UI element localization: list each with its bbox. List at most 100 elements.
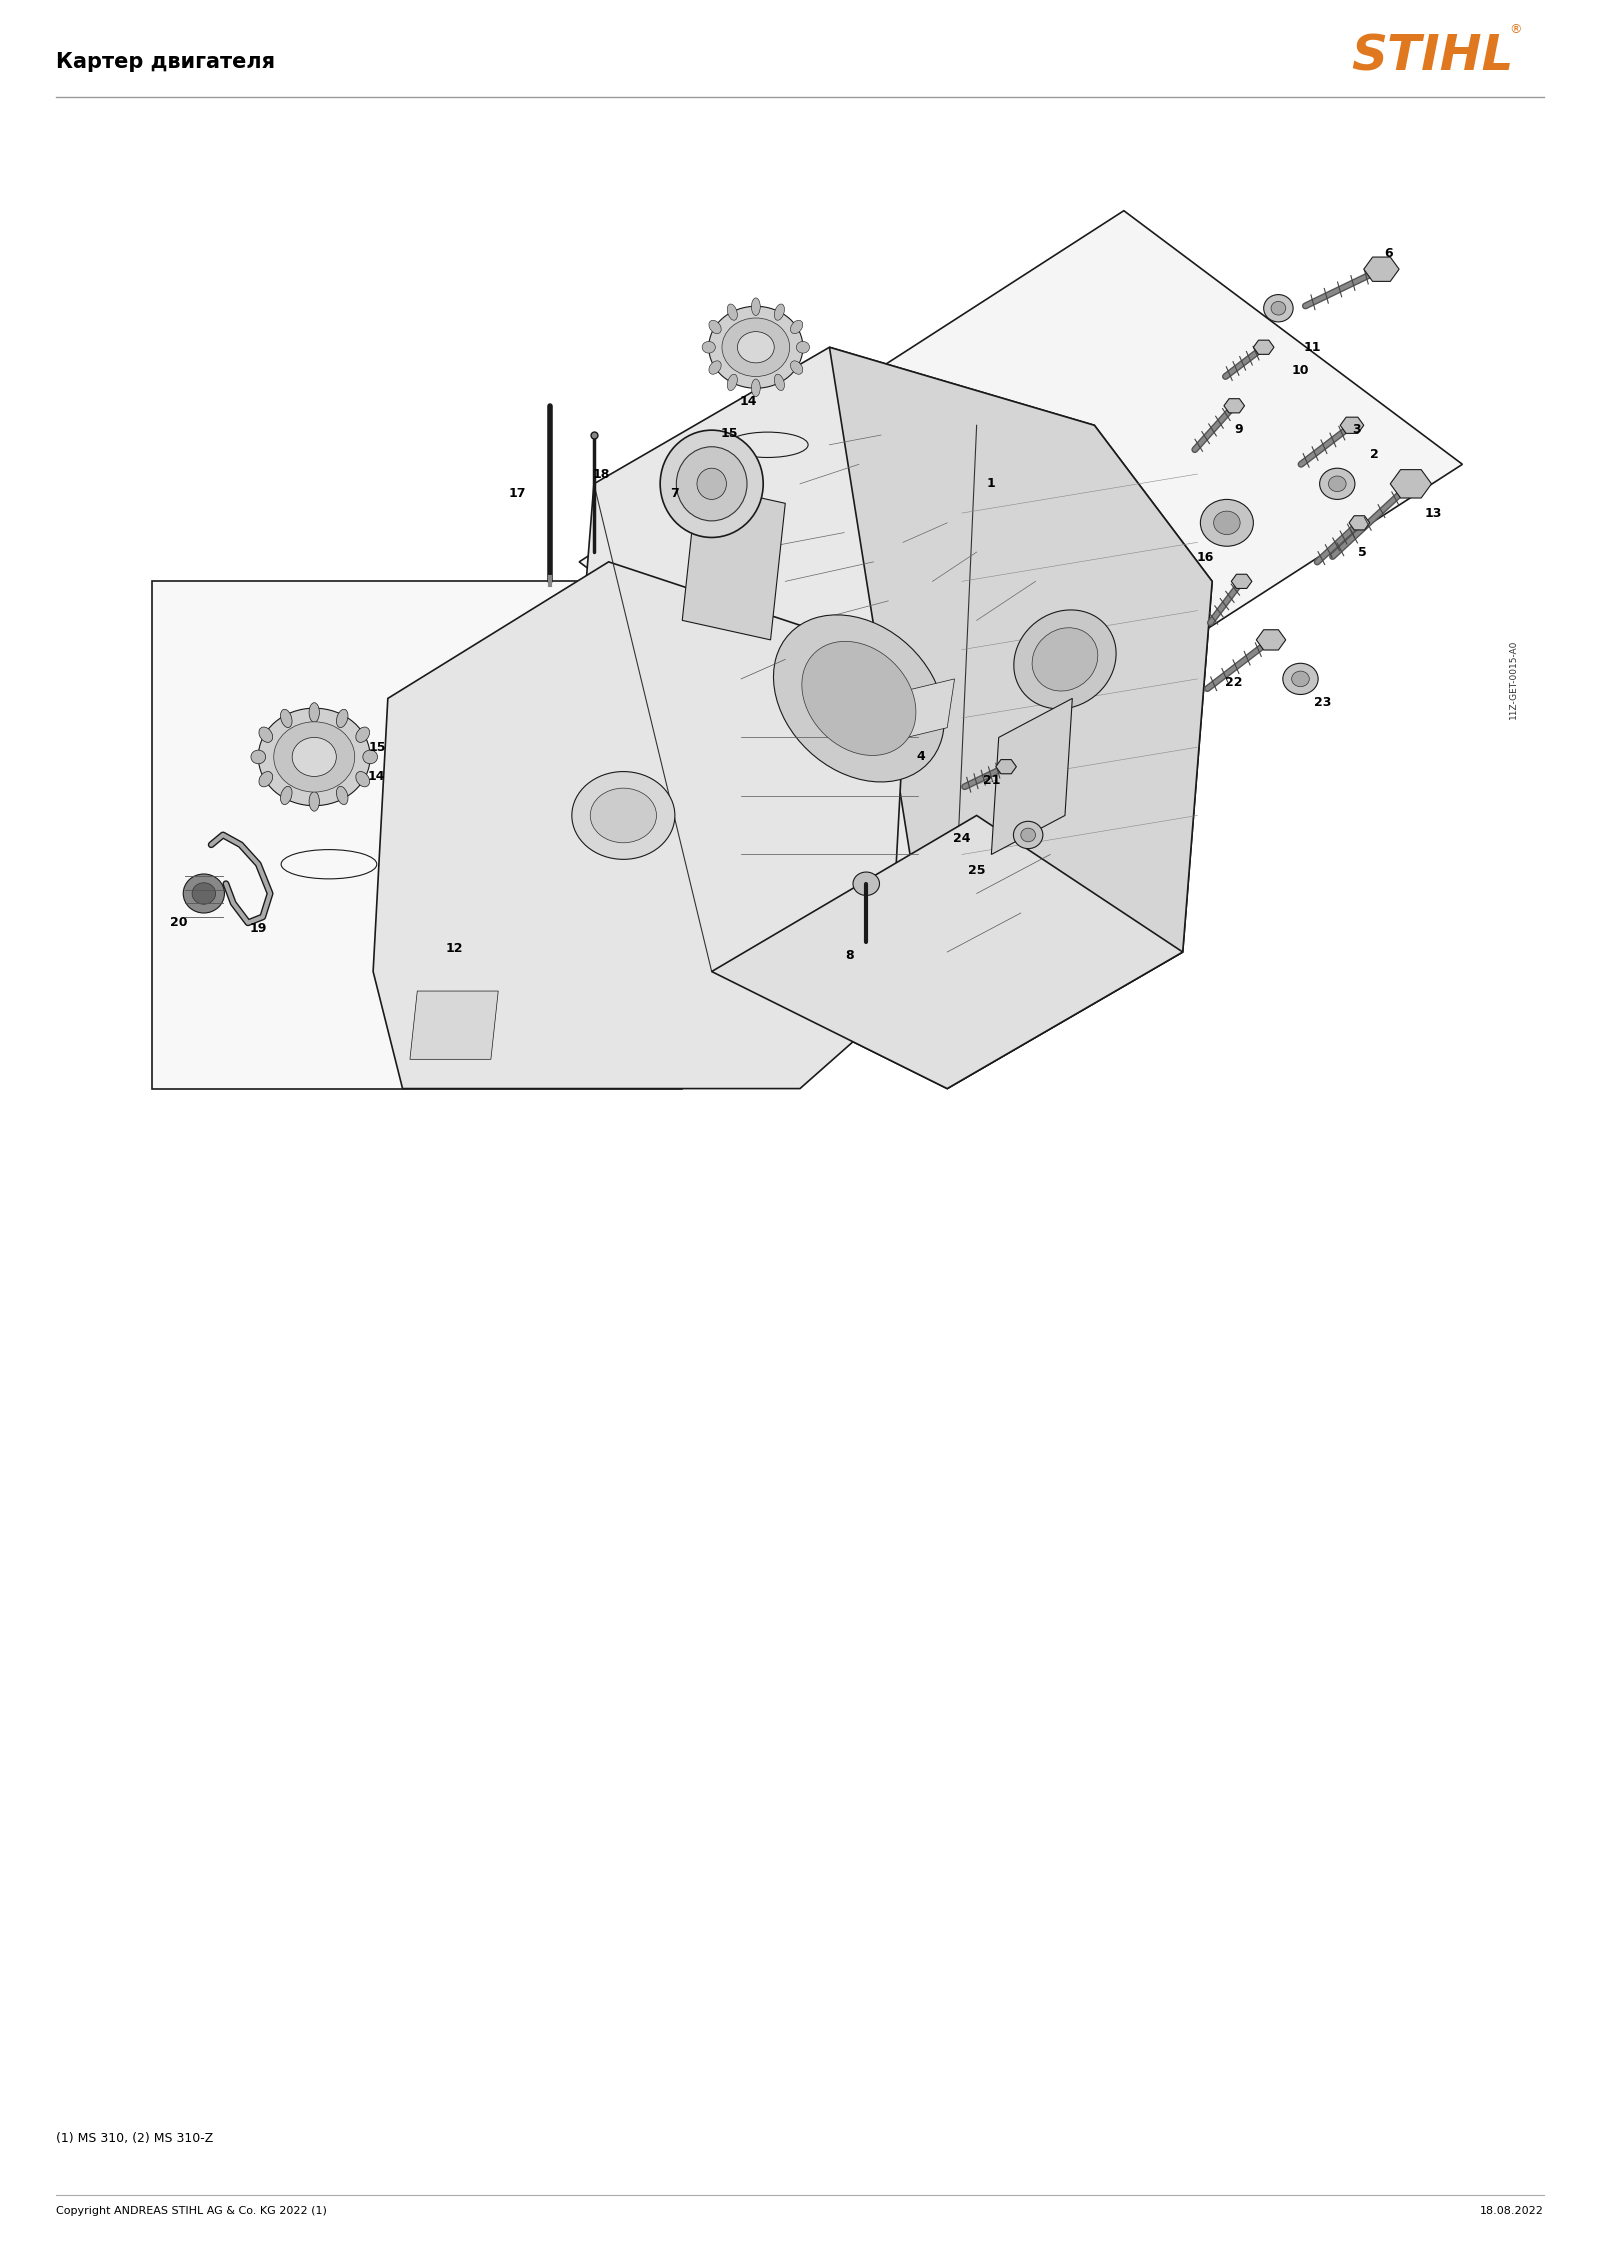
- Text: 20: 20: [170, 917, 187, 930]
- Ellipse shape: [1200, 500, 1253, 545]
- Ellipse shape: [677, 446, 747, 520]
- Ellipse shape: [309, 792, 320, 810]
- Text: 22: 22: [1226, 677, 1243, 690]
- Text: STIHL: STIHL: [1350, 32, 1514, 81]
- Text: 2: 2: [1370, 448, 1379, 462]
- Polygon shape: [829, 346, 1213, 1089]
- Ellipse shape: [752, 378, 760, 396]
- Ellipse shape: [1013, 821, 1043, 849]
- Ellipse shape: [661, 430, 763, 536]
- Ellipse shape: [1283, 663, 1318, 695]
- Ellipse shape: [1328, 475, 1346, 491]
- Ellipse shape: [728, 303, 738, 321]
- Ellipse shape: [259, 772, 272, 788]
- Text: 5: 5: [1358, 545, 1366, 559]
- Polygon shape: [1256, 629, 1286, 649]
- Text: 14: 14: [368, 769, 386, 783]
- Ellipse shape: [738, 333, 774, 362]
- Ellipse shape: [280, 785, 293, 806]
- Polygon shape: [712, 815, 1182, 1089]
- Ellipse shape: [363, 749, 378, 763]
- Text: 24: 24: [954, 833, 971, 846]
- Ellipse shape: [1264, 294, 1293, 321]
- Ellipse shape: [709, 306, 803, 389]
- Text: 4: 4: [917, 751, 925, 763]
- Ellipse shape: [709, 321, 722, 333]
- Text: 16: 16: [1197, 552, 1213, 563]
- Ellipse shape: [192, 883, 216, 905]
- Ellipse shape: [790, 360, 803, 373]
- Ellipse shape: [774, 303, 784, 321]
- Text: 10: 10: [1291, 364, 1309, 378]
- Ellipse shape: [702, 342, 715, 353]
- Text: ®: ®: [1509, 23, 1522, 36]
- Polygon shape: [866, 679, 955, 747]
- Polygon shape: [682, 484, 786, 640]
- Ellipse shape: [280, 708, 293, 726]
- Polygon shape: [579, 210, 1462, 815]
- Polygon shape: [373, 561, 902, 1089]
- Text: 7: 7: [670, 487, 680, 500]
- Ellipse shape: [590, 788, 656, 842]
- Ellipse shape: [309, 704, 320, 722]
- Text: 18.08.2022: 18.08.2022: [1480, 2206, 1544, 2215]
- Ellipse shape: [1214, 511, 1240, 534]
- Polygon shape: [1253, 339, 1274, 355]
- Ellipse shape: [709, 360, 722, 373]
- Text: 6: 6: [1384, 247, 1394, 260]
- Text: 13: 13: [1424, 507, 1442, 520]
- Ellipse shape: [1270, 301, 1286, 315]
- Polygon shape: [152, 582, 682, 1089]
- Ellipse shape: [571, 772, 675, 860]
- Ellipse shape: [336, 708, 347, 726]
- Text: (1) MS 310, (2) MS 310-Z: (1) MS 310, (2) MS 310-Z: [56, 2132, 213, 2145]
- Ellipse shape: [274, 722, 355, 792]
- Polygon shape: [1224, 398, 1245, 412]
- Text: 25: 25: [968, 864, 986, 876]
- Text: 18: 18: [592, 468, 610, 480]
- Ellipse shape: [797, 342, 810, 353]
- Polygon shape: [1341, 416, 1363, 434]
- Text: 11: 11: [1304, 342, 1322, 353]
- Ellipse shape: [1014, 611, 1117, 708]
- Text: 12: 12: [445, 941, 462, 955]
- Ellipse shape: [1320, 468, 1355, 500]
- Text: 15: 15: [720, 428, 738, 439]
- Ellipse shape: [293, 738, 336, 776]
- Text: Картер двигателя: Картер двигателя: [56, 52, 275, 72]
- Ellipse shape: [1021, 828, 1035, 842]
- Text: 15: 15: [368, 740, 386, 754]
- Text: 8: 8: [846, 950, 854, 962]
- Polygon shape: [1363, 258, 1398, 281]
- Ellipse shape: [802, 640, 915, 756]
- Ellipse shape: [259, 726, 272, 742]
- Text: 14: 14: [739, 396, 757, 407]
- Ellipse shape: [752, 299, 760, 315]
- Text: 21: 21: [982, 774, 1000, 788]
- Ellipse shape: [355, 772, 370, 788]
- Text: 11Z-GET-0015-A0: 11Z-GET-0015-A0: [1509, 638, 1518, 720]
- Polygon shape: [1349, 516, 1370, 530]
- Ellipse shape: [698, 468, 726, 500]
- Ellipse shape: [773, 616, 944, 783]
- Ellipse shape: [853, 871, 880, 896]
- Polygon shape: [565, 346, 1213, 1089]
- Ellipse shape: [774, 373, 784, 391]
- Ellipse shape: [258, 708, 370, 806]
- Polygon shape: [410, 991, 498, 1059]
- Text: 1: 1: [987, 477, 995, 491]
- Polygon shape: [992, 699, 1072, 855]
- Text: Copyright ANDREAS STIHL AG & Co. KG 2022 (1): Copyright ANDREAS STIHL AG & Co. KG 2022…: [56, 2206, 326, 2215]
- Ellipse shape: [336, 785, 347, 806]
- Ellipse shape: [251, 749, 266, 763]
- Ellipse shape: [722, 319, 790, 376]
- Ellipse shape: [728, 373, 738, 391]
- Polygon shape: [1232, 575, 1251, 588]
- Ellipse shape: [1291, 672, 1309, 686]
- Text: 9: 9: [1234, 423, 1243, 437]
- Text: 3: 3: [1352, 423, 1360, 437]
- Text: 23: 23: [1314, 695, 1331, 708]
- Polygon shape: [1390, 471, 1432, 498]
- Ellipse shape: [1032, 627, 1098, 690]
- Ellipse shape: [355, 726, 370, 742]
